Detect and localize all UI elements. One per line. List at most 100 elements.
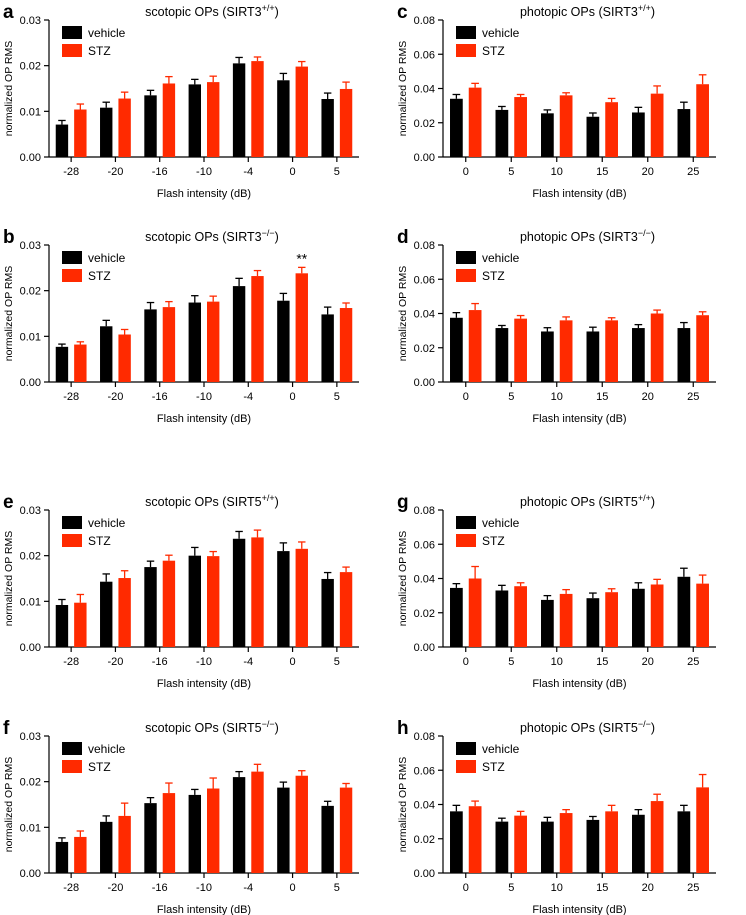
x-tick-label: 25 [687,166,699,178]
x-tick-label: -4 [243,166,253,178]
legend-label-stz: STZ [88,534,111,548]
x-tick-label: -28 [63,391,79,403]
bar-stz--4 [251,772,263,873]
y-axis-label: normalized OP RMS [3,531,15,627]
y-tick-label: 0.03 [20,240,41,252]
bar-vehicle--20 [100,326,112,382]
x-tick-label: -4 [243,882,253,894]
x-tick-label: 10 [551,656,563,668]
x-axis-label: Flash intensity (dB) [157,413,251,425]
bar-stz-10 [560,813,573,873]
legend-swatch-vehicle [456,742,476,755]
legend-swatch-vehicle [456,516,476,529]
legend-swatch-stz [456,760,476,773]
bar-stz-15 [605,811,618,873]
legend-label-vehicle: vehicle [482,516,520,530]
chart-title: photopic OPs (SIRT5+/+) [520,493,655,509]
bar-vehicle-15 [587,331,600,382]
y-tick-label: 0.00 [20,642,41,654]
legend-swatch-stz [62,44,82,57]
bar-stz-20 [651,801,664,873]
x-tick-label: -20 [107,391,123,403]
chart-title: photopic OPs (SIRT3−/−) [520,228,655,244]
x-tick-label: 5 [334,656,340,668]
bar-stz--28 [74,837,86,873]
panel-label: d [397,227,409,248]
chart-title: scotopic OPs (SIRT5−/−) [145,719,279,735]
legend-swatch-stz [62,534,82,547]
x-tick-label: 0 [290,166,296,178]
x-tick-label: -28 [63,882,79,894]
panel-label: b [3,227,15,248]
bar-stz--10 [207,302,219,382]
x-tick-label: 5 [508,391,514,403]
bar-stz-5 [514,586,527,647]
x-tick-label: 0 [463,656,469,668]
x-tick-label: -20 [107,882,123,894]
x-axis-label: Flash intensity (dB) [157,904,251,915]
bar-stz--16 [163,307,175,382]
bar-vehicle-0 [277,788,289,873]
y-tick-label: 0.04 [414,309,435,321]
bar-vehicle-5 [496,590,509,647]
y-tick-label: 0.00 [20,377,41,389]
bar-vehicle-0 [277,80,289,157]
bar-stz-0 [296,776,308,873]
chart-panel-g: g photopic OPs (SIRT5+/+) 0.00 0.02 0.04 0.06… [397,492,716,690]
bar-vehicle--28 [56,347,68,382]
y-tick-label: 0.08 [414,15,435,27]
bar-vehicle-10 [541,600,554,647]
y-tick-label: 0.02 [20,777,41,789]
legend-label-vehicle: vehicle [88,516,126,530]
bar-vehicle-25 [678,577,691,647]
legend-label-vehicle: vehicle [482,26,520,40]
chart-title: scotopic OPs (SIRT5+/+) [145,493,279,509]
x-tick-label: -28 [63,166,79,178]
bar-stz-0 [296,549,308,647]
x-tick-label: 20 [642,391,654,403]
bar-vehicle--4 [233,777,245,873]
bar-vehicle-5 [321,806,333,873]
panel-label: f [3,718,10,739]
y-tick-label: 0.04 [414,800,435,812]
x-tick-label: -16 [152,882,168,894]
bar-stz-0 [469,579,482,648]
bar-stz-10 [560,320,573,382]
bar-stz--28 [74,603,86,647]
x-tick-label: 5 [508,166,514,178]
bar-stz-10 [560,594,573,647]
legend-label-stz: STZ [482,269,505,283]
x-tick-label: 0 [290,882,296,894]
x-tick-label: 25 [687,391,699,403]
x-tick-label: -16 [152,656,168,668]
x-tick-label: 5 [334,391,340,403]
x-tick-label: -28 [63,656,79,668]
y-tick-label: 0.01 [20,106,41,118]
x-tick-label: 25 [687,656,699,668]
y-tick-label: 0.01 [20,822,41,834]
bar-stz-25 [696,584,709,647]
bar-vehicle-5 [321,314,333,382]
bar-vehicle--16 [144,309,156,382]
bar-stz-5 [340,572,352,647]
bar-vehicle-0 [450,99,463,157]
y-axis-label: normalized OP RMS [3,266,15,362]
legend-label-stz: STZ [482,44,505,58]
bar-vehicle--20 [100,582,112,647]
bar-stz--20 [118,578,130,647]
y-tick-label: 0.04 [414,84,435,96]
legend-label-vehicle: vehicle [88,742,126,756]
legend-label-vehicle: vehicle [482,251,520,265]
x-axis-label: Flash intensity (dB) [157,678,251,690]
y-tick-label: 0.00 [414,868,435,880]
x-axis-label: Flash intensity (dB) [532,678,626,690]
legend-swatch-stz [62,760,82,773]
x-tick-label: 20 [642,166,654,178]
bar-stz--20 [118,99,130,157]
bar-stz--10 [207,82,219,157]
x-tick-label: -16 [152,391,168,403]
y-axis-label: normalized OP RMS [397,757,409,853]
legend-swatch-stz [456,269,476,282]
y-tick-label: 0.02 [20,551,41,563]
panel-label: g [397,492,409,513]
